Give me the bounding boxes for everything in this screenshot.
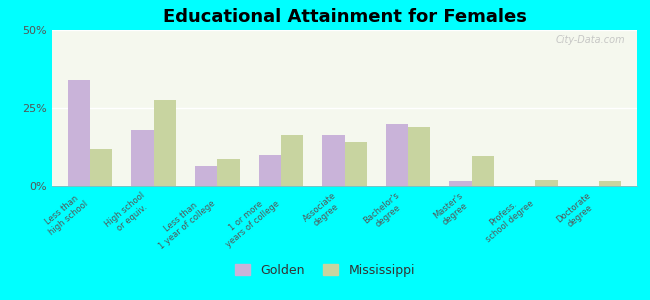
Bar <box>344 142 367 186</box>
Bar <box>131 130 154 186</box>
Bar <box>68 80 90 186</box>
Legend: Golden, Mississippi: Golden, Mississippi <box>230 259 420 282</box>
Bar <box>281 134 303 186</box>
Bar <box>599 181 621 186</box>
Title: Educational Attainment for Females: Educational Attainment for Females <box>162 8 526 26</box>
Bar <box>90 148 112 186</box>
Bar <box>386 124 408 186</box>
Bar <box>535 180 558 186</box>
Bar <box>472 156 494 186</box>
Bar <box>322 134 344 186</box>
Text: City-Data.com: City-Data.com <box>556 35 625 45</box>
Bar <box>408 127 430 186</box>
Bar <box>195 166 217 186</box>
Bar <box>259 155 281 186</box>
Bar <box>449 181 472 186</box>
Bar <box>217 160 240 186</box>
Bar <box>154 100 176 186</box>
